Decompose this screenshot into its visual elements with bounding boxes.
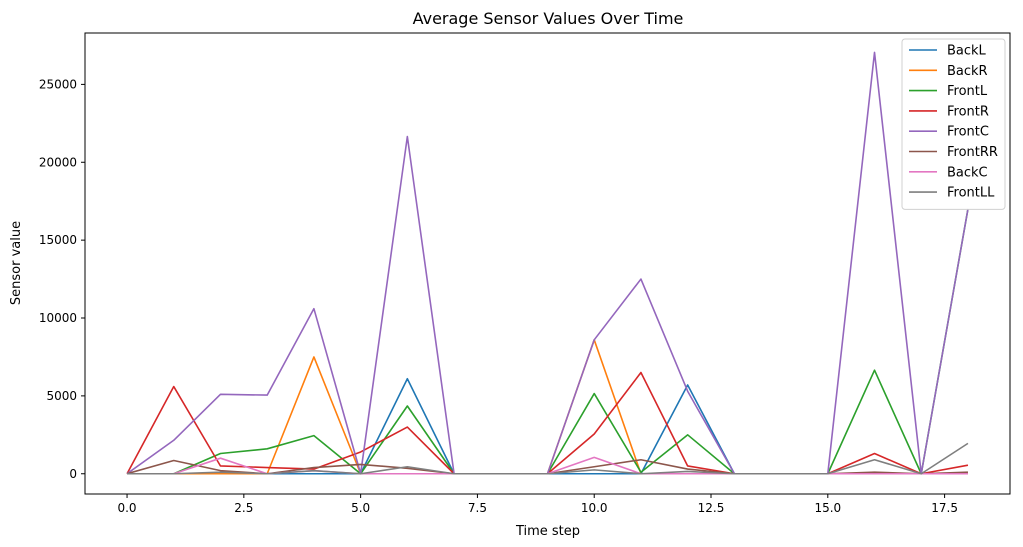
legend: BackL BackR FrontL FrontR FrontC FrontRR BackC… — [901, 38, 1006, 210]
x-tick-label: 0.0 — [117, 501, 136, 515]
x-tick-label: 2.5 — [234, 501, 253, 515]
x-axis: 0.0 2.5 5.0 7.5 10.0 12.5 15.0 17.5 — [117, 494, 958, 515]
y-tick-label: 0 — [69, 467, 77, 481]
legend-label-frontll: FrontLL — [947, 186, 995, 201]
y-tick-label: 25000 — [39, 77, 77, 91]
x-tick-label: 17.5 — [931, 501, 958, 515]
legend-label-frontc: FrontC — [947, 125, 989, 140]
y-tick-label: 15000 — [39, 233, 77, 247]
plot-frame — [84, 32, 1011, 495]
legend-label-frontl: FrontL — [947, 84, 988, 99]
y-tick-label: 20000 — [39, 155, 77, 169]
legend-label-frontr: FrontR — [947, 104, 989, 119]
chart-title: Average Sensor Values Over Time — [413, 9, 684, 28]
legend-label-backr: BackR — [947, 64, 988, 79]
y-axis: 0 5000 10000 15000 20000 25000 — [39, 77, 85, 481]
x-tick-label: 5.0 — [351, 501, 370, 515]
legend-box — [901, 38, 1006, 210]
series-line-frontll — [127, 442, 969, 475]
plot-area — [126, 51, 969, 475]
y-axis-label: Sensor value — [9, 221, 24, 305]
legend-label-backl: BackL — [947, 44, 987, 59]
legend-label-backc: BackC — [947, 165, 988, 180]
legend-label-frontrr: FrontRR — [947, 145, 998, 160]
y-tick-label: 5000 — [46, 389, 77, 403]
x-tick-label: 15.0 — [814, 501, 841, 515]
x-tick-label: 10.0 — [581, 501, 608, 515]
x-tick-label: 7.5 — [468, 501, 487, 515]
y-tick-label: 10000 — [39, 311, 77, 325]
x-tick-label: 12.5 — [698, 501, 725, 515]
x-axis-label: Time step — [515, 524, 580, 539]
